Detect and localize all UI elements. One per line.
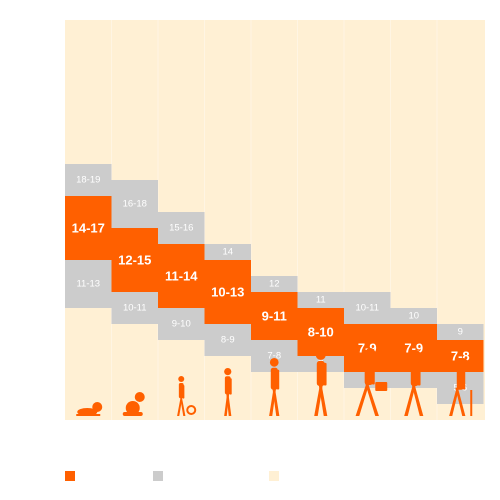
preschooler-icon <box>224 368 232 416</box>
upper-range-bar <box>437 324 484 340</box>
upper-range-label: 18-19 <box>76 175 100 186</box>
upper-range-label: 15-16 <box>169 223 193 234</box>
stage-column: 15-16 11-14 9-10 <box>158 212 205 340</box>
stage-column: 118-107 <box>297 292 344 372</box>
upper-range-bar <box>390 308 437 324</box>
upper-range-label: 16-18 <box>123 199 147 210</box>
lower-range-label: 7-8 <box>267 351 281 362</box>
lower-range-bar <box>111 292 158 324</box>
adult-icon <box>404 350 424 416</box>
recommended-range-label: 12-15 <box>118 253 151 268</box>
lower-range-label: 8-9 <box>221 335 235 346</box>
teenager-icon <box>314 350 328 416</box>
upper-range-bar <box>158 212 205 244</box>
recommended-range-label: 8-10 <box>308 325 334 340</box>
recommended-range-label: 11-14 <box>165 269 198 284</box>
upper-range-label: 12 <box>269 279 280 290</box>
legend <box>65 469 485 483</box>
recommended-range-bar <box>111 228 158 292</box>
recommended-range-label: 14-17 <box>72 221 105 236</box>
young-adult-icon <box>355 348 388 416</box>
upper-range-label: 10-11 <box>355 303 379 314</box>
bars-layer: 18-19 14-17 11-13 16-18 12-15 10-11 15-16 11-14… <box>65 164 484 404</box>
recommended-range-bar <box>158 244 205 308</box>
stage-column: 12 9-11 7-8 <box>251 276 298 372</box>
lower-range-label: 9-10 <box>172 319 191 330</box>
school-age-icon <box>269 358 280 416</box>
older-adult-icon <box>449 358 473 416</box>
upper-range-bar <box>297 292 344 308</box>
recommended-range-label: 9-11 <box>262 309 287 324</box>
upper-range-bar <box>344 292 391 324</box>
legend-item-may-be-appropriate <box>153 469 169 483</box>
legend-item-not-recommended <box>269 469 285 483</box>
legend-swatch-recommended <box>65 471 75 481</box>
lower-range-bar <box>65 260 112 308</box>
legend-swatch-may-be-appropriate <box>153 471 163 481</box>
recommended-range-bar <box>251 292 298 340</box>
lower-range-label: 11-13 <box>76 279 100 290</box>
upper-range-bar <box>111 180 158 228</box>
stage-column: 18-19 14-17 11-13 <box>65 164 112 308</box>
recommended-range-bar <box>437 340 484 372</box>
upper-range-bar <box>65 164 112 196</box>
upper-range-label: 11 <box>316 295 326 306</box>
recommended-range-bar <box>65 196 112 260</box>
recommended-range-bar <box>297 308 344 356</box>
upper-range-label: 10 <box>408 311 419 322</box>
upper-range-label: 14 <box>222 247 233 258</box>
life-stage-icons <box>76 348 473 416</box>
newborn-icon <box>76 402 103 416</box>
legend-item-recommended <box>65 469 81 483</box>
upper-range-bar <box>204 244 251 260</box>
lower-range-bar <box>204 324 251 356</box>
upper-range-bar <box>251 276 298 292</box>
stage-column: 14 10-13 8-9 <box>204 244 251 356</box>
infant-icon <box>122 392 145 416</box>
stage-column: 16-18 12-15 10-11 <box>111 180 158 324</box>
legend-swatch-not-recommended <box>269 471 279 481</box>
recommended-range-label: 10-13 <box>211 285 244 300</box>
toddler-icon <box>177 376 197 416</box>
lower-range-label: 10-11 <box>123 303 147 314</box>
upper-range-label: 9 <box>458 327 463 338</box>
recommended-range-bar <box>204 260 251 324</box>
lower-range-bar <box>158 308 205 340</box>
